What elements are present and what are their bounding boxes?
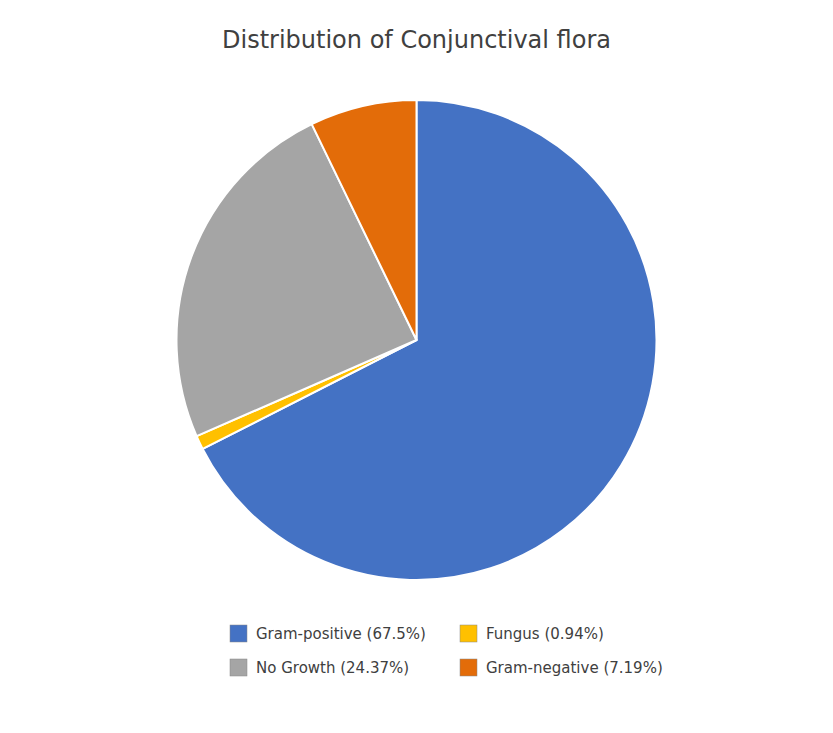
title: Distribution of Conjunctival flora xyxy=(222,26,611,54)
legend-swatch xyxy=(230,625,247,642)
chart-svg: Distribution of Conjunctival flora Gram-p… xyxy=(0,0,833,733)
legend: Gram-positive (67.5%) Fungus (0.94%) No Gr… xyxy=(230,625,663,677)
legend-swatch xyxy=(460,625,477,642)
pie xyxy=(176,100,656,580)
legend-swatch xyxy=(230,659,247,676)
legend-label: No Growth (24.37%) xyxy=(256,659,409,677)
legend-label: Fungus (0.94%) xyxy=(486,625,604,643)
legend-label: Gram-positive (67.5%) xyxy=(256,625,426,643)
chart-container: Distribution of Conjunctival flora Gram-p… xyxy=(0,0,833,733)
legend-swatch xyxy=(460,659,477,676)
legend-label: Gram-negative (7.19%) xyxy=(486,659,663,677)
pie-slice xyxy=(312,100,417,340)
